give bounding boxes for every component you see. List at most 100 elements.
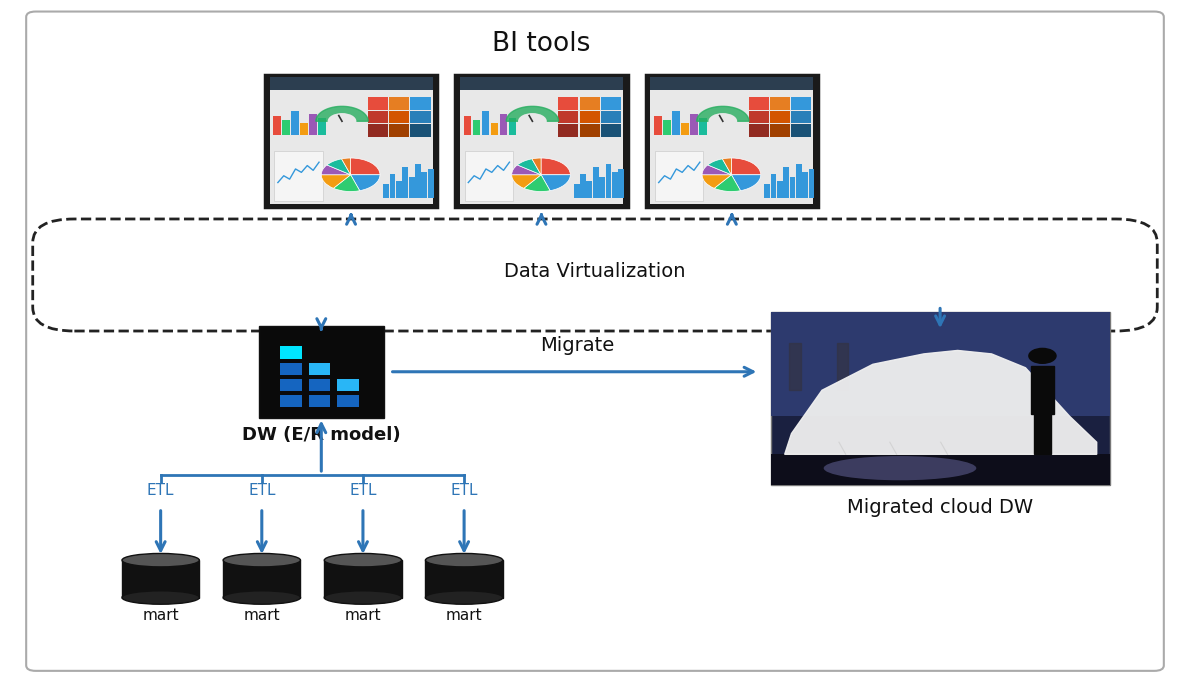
- Bar: [791, 111, 812, 124]
- Bar: [558, 124, 578, 137]
- Bar: [402, 167, 408, 198]
- FancyBboxPatch shape: [26, 12, 1164, 671]
- Text: mart: mart: [345, 608, 381, 623]
- Ellipse shape: [324, 553, 402, 567]
- Wedge shape: [512, 175, 541, 188]
- Bar: [791, 97, 812, 110]
- Text: Migrated cloud DW: Migrated cloud DW: [847, 498, 1033, 517]
- Bar: [580, 124, 600, 137]
- Bar: [601, 97, 621, 110]
- Bar: [690, 115, 697, 135]
- Bar: [808, 169, 814, 198]
- Bar: [783, 167, 789, 198]
- Bar: [500, 115, 507, 135]
- Bar: [749, 111, 769, 124]
- Text: ETL: ETL: [146, 483, 175, 498]
- Bar: [580, 97, 600, 110]
- Wedge shape: [321, 165, 351, 175]
- Polygon shape: [315, 107, 368, 122]
- Circle shape: [518, 113, 547, 130]
- FancyBboxPatch shape: [459, 77, 624, 204]
- Bar: [459, 77, 624, 90]
- Bar: [654, 116, 662, 135]
- Bar: [282, 120, 290, 135]
- Bar: [672, 111, 679, 135]
- Bar: [587, 181, 593, 198]
- FancyBboxPatch shape: [259, 326, 384, 418]
- Bar: [309, 395, 331, 407]
- Bar: [764, 184, 770, 198]
- Bar: [606, 164, 612, 198]
- Ellipse shape: [823, 456, 976, 480]
- Bar: [770, 124, 790, 137]
- Bar: [309, 363, 331, 375]
- Bar: [389, 111, 409, 124]
- Polygon shape: [784, 350, 1097, 454]
- Bar: [593, 167, 599, 198]
- Bar: [274, 151, 322, 201]
- Wedge shape: [541, 158, 570, 175]
- Bar: [802, 172, 808, 198]
- Bar: [771, 312, 1110, 416]
- Ellipse shape: [123, 553, 200, 567]
- Bar: [338, 379, 359, 391]
- Bar: [427, 169, 433, 198]
- Wedge shape: [327, 159, 351, 175]
- Text: ETL: ETL: [349, 483, 377, 498]
- Bar: [656, 151, 703, 201]
- Bar: [601, 111, 621, 124]
- FancyBboxPatch shape: [32, 219, 1158, 331]
- Wedge shape: [732, 158, 760, 175]
- Bar: [123, 560, 200, 598]
- Wedge shape: [702, 165, 732, 175]
- Bar: [770, 111, 790, 124]
- Polygon shape: [696, 107, 749, 122]
- Text: ETL: ETL: [248, 483, 276, 498]
- Wedge shape: [722, 158, 732, 175]
- Bar: [612, 172, 618, 198]
- Wedge shape: [708, 159, 732, 175]
- Bar: [390, 174, 395, 198]
- Bar: [472, 120, 481, 135]
- FancyBboxPatch shape: [455, 75, 628, 207]
- Bar: [581, 174, 585, 198]
- Bar: [749, 97, 769, 110]
- Bar: [368, 97, 388, 110]
- Bar: [269, 77, 433, 90]
- Bar: [421, 172, 427, 198]
- Bar: [508, 118, 516, 135]
- Bar: [415, 164, 421, 198]
- Bar: [771, 454, 1110, 485]
- Polygon shape: [506, 107, 558, 122]
- Bar: [699, 118, 707, 135]
- Bar: [681, 123, 689, 135]
- Wedge shape: [702, 175, 732, 188]
- Wedge shape: [714, 175, 740, 191]
- Bar: [464, 116, 471, 135]
- Ellipse shape: [324, 591, 402, 604]
- Bar: [771, 312, 1110, 485]
- Bar: [490, 123, 499, 135]
- Bar: [601, 124, 621, 137]
- Ellipse shape: [426, 591, 503, 604]
- Bar: [281, 363, 302, 375]
- Bar: [580, 111, 600, 124]
- Bar: [318, 118, 326, 135]
- Bar: [224, 560, 301, 598]
- Bar: [300, 123, 308, 135]
- Bar: [790, 177, 795, 198]
- Wedge shape: [732, 175, 760, 191]
- Bar: [791, 124, 812, 137]
- Wedge shape: [351, 158, 380, 175]
- Ellipse shape: [123, 591, 200, 604]
- Bar: [396, 181, 402, 198]
- Text: mart: mart: [244, 608, 280, 623]
- Wedge shape: [512, 165, 541, 175]
- Bar: [770, 97, 790, 110]
- Wedge shape: [342, 158, 351, 175]
- Text: mart: mart: [143, 608, 178, 623]
- Polygon shape: [789, 343, 801, 390]
- FancyBboxPatch shape: [645, 75, 819, 207]
- Bar: [426, 560, 503, 598]
- Bar: [482, 111, 489, 135]
